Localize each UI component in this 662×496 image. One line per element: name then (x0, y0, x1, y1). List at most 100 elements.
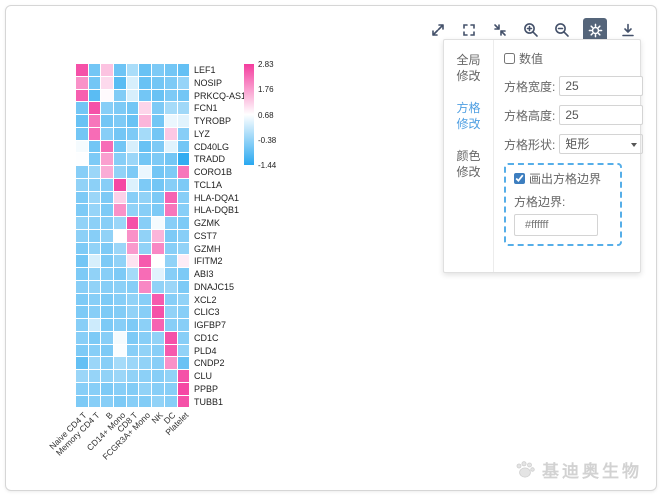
heatmap-cell (139, 229, 152, 242)
tab-color-modify[interactable]: 颜色 修改 (456, 149, 481, 179)
heatmap-cell (88, 319, 101, 331)
heatmap-cell (114, 127, 126, 140)
show-value-checkbox[interactable] (504, 53, 515, 64)
paw-icon (516, 460, 535, 477)
heatmap-cell (139, 370, 152, 382)
heatmap-cell (139, 331, 152, 344)
heatmap-cell (114, 255, 126, 267)
heatmap-cell (126, 395, 139, 408)
download-icon[interactable] (618, 20, 638, 40)
heatmap-cell (88, 153, 101, 165)
heatmap-cell (88, 76, 101, 89)
heatmap-cell (88, 191, 101, 204)
cell-height-label: 方格高度: (504, 108, 556, 123)
heatmap-cell (88, 166, 101, 178)
heatmap-cell (101, 140, 114, 153)
heatmap-cell (101, 255, 114, 267)
cell-border-group: 画出方格边界 方格边界: (504, 163, 622, 246)
heatmap-cell (177, 268, 190, 280)
heatmap-cell (88, 331, 101, 344)
heatmap-cell (164, 319, 177, 331)
heatmap-cell (76, 370, 88, 382)
heatmap-cell (177, 331, 190, 344)
zoom-out-icon[interactable] (552, 20, 572, 40)
cell-shape-select[interactable]: 矩形 (559, 134, 644, 154)
heatmap-cell (114, 102, 126, 114)
heatmap-cell (88, 306, 101, 318)
chevron-down-icon (631, 143, 638, 147)
heatmap-cell (101, 306, 114, 318)
heatmap-cell (126, 331, 139, 344)
heatmap-cell (177, 64, 190, 76)
heatmap-cell (101, 370, 114, 382)
heatmap-cell (126, 280, 139, 293)
heatmap-cell (76, 357, 88, 369)
heatmap-cell (126, 357, 139, 369)
heatmap-cell (114, 64, 126, 76)
heatmap-cell (177, 370, 190, 382)
heatmap-cell (164, 64, 177, 76)
heatmap-cell (164, 191, 177, 204)
heatmap-cell (164, 268, 177, 280)
gene-label: CNDP2 (194, 358, 225, 369)
heatmap-cell (126, 293, 139, 306)
colorbar-tick-label: 2.83 (258, 60, 274, 69)
heatmap-cell (152, 153, 164, 165)
heatmap-cell (76, 153, 88, 165)
show-value-label: 数值 (519, 52, 544, 66)
gene-label: HLA-DQB1 (194, 205, 240, 216)
heatmap-row-labels: LEF1 NOSIP PRKCQ-AS1 FCN1 TYROBP LYZ CD40LG TRA… (194, 64, 246, 408)
heatmap-cell (88, 357, 101, 369)
cell-width-input[interactable] (559, 76, 644, 96)
compress-icon[interactable] (490, 20, 510, 40)
heatmap-cell (76, 127, 88, 140)
gene-label: HLA-DQA1 (194, 192, 240, 203)
draw-cell-border-checkbox[interactable] (514, 173, 525, 184)
heatmap-cell (164, 166, 177, 178)
cell-height-input[interactable] (559, 105, 644, 125)
heatmap-cell (101, 268, 114, 280)
gene-label: IFITM2 (194, 256, 223, 267)
frame-icon[interactable] (459, 20, 479, 40)
heatmap-cell (126, 255, 139, 267)
heatmap-cell (152, 370, 164, 382)
gene-label: FCN1 (194, 103, 218, 114)
heatmap-cell (114, 242, 126, 255)
heatmap-cell (76, 64, 88, 76)
heatmap-cell (164, 204, 177, 216)
heatmap-cell (88, 382, 101, 395)
heatmap-cell (101, 204, 114, 216)
heatmap-cell (152, 64, 164, 76)
settings-gear-icon[interactable] (583, 18, 607, 42)
heatmap-grid[interactable] (76, 64, 190, 408)
cell-border-color-input[interactable] (514, 214, 598, 236)
heatmap-cell (126, 140, 139, 153)
heatmap-cell (164, 344, 177, 357)
heatmap-cell (114, 395, 126, 408)
heatmap-cell (139, 178, 152, 191)
gene-label: PPBP (194, 383, 219, 394)
heatmap-cell (139, 382, 152, 395)
draw-cell-border-label: 画出方格边界 (529, 172, 602, 186)
heatmap-cell (76, 382, 88, 395)
zoom-in-icon[interactable] (521, 20, 541, 40)
heatmap-cell (164, 217, 177, 229)
heatmap-cell (152, 140, 164, 153)
heatmap-cell (164, 76, 177, 89)
expand-icon[interactable] (428, 20, 448, 40)
heatmap-cell (152, 178, 164, 191)
heatmap-cell (177, 102, 190, 114)
colorbar-gradient (244, 64, 254, 165)
heatmap-cell (101, 64, 114, 76)
heatmap-cell (152, 293, 164, 306)
tab-global-modify[interactable]: 全局 修改 (456, 53, 481, 83)
heatmap-cell (177, 191, 190, 204)
heatmap-cell (126, 153, 139, 165)
heatmap-cell (126, 64, 139, 76)
tab-cell-modify[interactable]: 方格 修改 (456, 101, 481, 131)
settings-panel: 全局 修改 方格 修改 颜色 修改 数值 方格宽度: 方格高度: (443, 39, 644, 273)
gene-label: TUBB1 (194, 396, 224, 407)
heatmap-cell (101, 229, 114, 242)
heatmap-cell (164, 89, 177, 102)
heatmap-cell (114, 344, 126, 357)
